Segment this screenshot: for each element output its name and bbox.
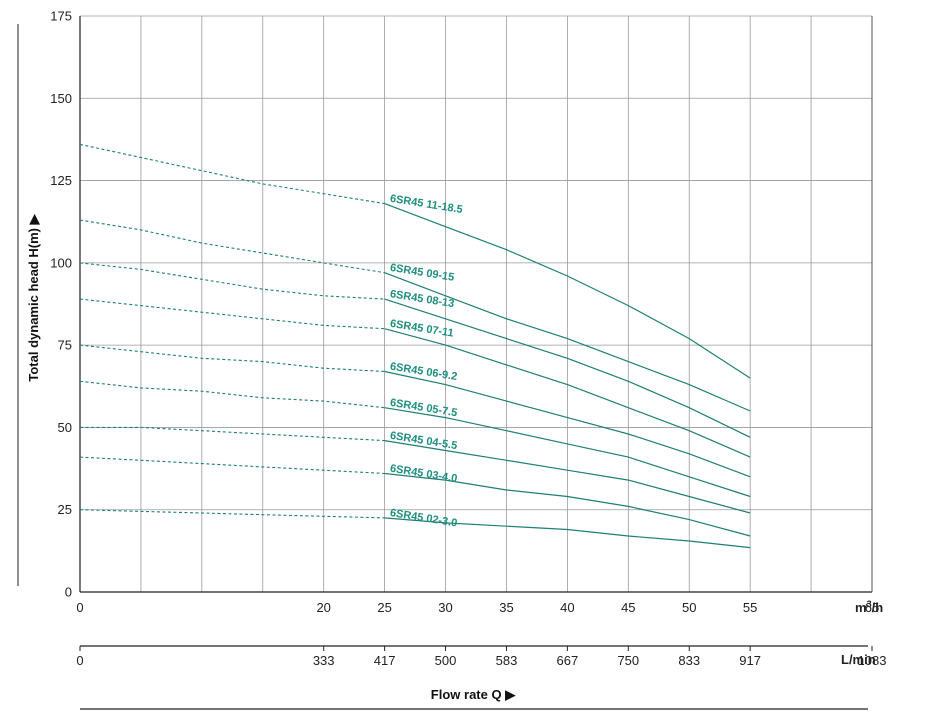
curves — [79, 143, 751, 549]
x-tick-label: 35 — [499, 600, 513, 615]
series-curve — [384, 370, 751, 478]
y-tick-label: 100 — [50, 255, 72, 270]
x2-tick-label: 417 — [374, 653, 396, 668]
x-tick-label: 30 — [438, 600, 452, 615]
series-curve — [384, 440, 751, 514]
x2-tick-label: 917 — [739, 653, 761, 668]
y-tick-label: 25 — [58, 502, 72, 517]
series-curve-dashed — [79, 219, 385, 274]
y-tick-label: 175 — [50, 9, 72, 24]
y-tick-label: 50 — [58, 420, 72, 435]
x-axis-ticks-primary: 0 20 25 30 35 40 45 50 55 65 — [76, 600, 879, 615]
x-axis-ticks-secondary: 0 333 417 500 583 667 750 833 917 1083 — [76, 646, 886, 668]
series-label: 6SR45 02-3.0 — [389, 507, 458, 529]
series-curve — [384, 298, 751, 438]
x-unit-secondary: L/min — [841, 652, 876, 667]
x-tick-label: 20 — [316, 600, 330, 615]
series-curve-dashed — [79, 344, 385, 373]
series-label: 6SR45 11-18.5 — [389, 193, 463, 216]
series-label: 6SR45 04-5.5 — [389, 430, 458, 452]
x2-tick-label: 667 — [557, 653, 579, 668]
x2-tick-label: 1083 — [858, 653, 887, 668]
series-curve — [384, 517, 751, 549]
x-tick-label: 65 — [865, 600, 879, 615]
series-curve-dashed — [79, 262, 385, 300]
x2-tick-label: 750 — [617, 653, 639, 668]
series-curve — [384, 328, 751, 458]
x-tick-label: 0 — [76, 600, 83, 615]
x-tick-label: 40 — [560, 600, 574, 615]
plot-border — [17, 16, 873, 710]
grid — [80, 15, 872, 592]
y-tick-label: 0 — [65, 585, 72, 600]
series-curve-dashed — [79, 456, 385, 475]
x-tick-label: 45 — [621, 600, 635, 615]
series-curve-dashed — [80, 426, 385, 442]
series-label: 6SR45 03-4.0 — [389, 463, 458, 485]
series-curve — [384, 272, 751, 412]
x2-tick-label: 833 — [678, 653, 700, 668]
x2-tick-label: 500 — [435, 653, 457, 668]
y-tick-label: 125 — [50, 173, 72, 188]
x-tick-label: 50 — [682, 600, 696, 615]
x-axis-title: Flow rate Q ▶ — [431, 687, 516, 702]
series-label: 6SR45 05-7.5 — [389, 397, 458, 419]
series-curve-dashed — [79, 143, 385, 205]
series-curve-dashed — [79, 380, 385, 409]
y-tick-label: 150 — [50, 91, 72, 106]
x2-tick-label: 0 — [76, 653, 83, 668]
series-curve-dashed — [79, 298, 385, 330]
x-unit-primary: m3/h — [855, 599, 883, 615]
y-axis-ticks: 0 25 50 75 100 125 150 175 — [50, 9, 72, 600]
x-tick-label: 55 — [743, 600, 757, 615]
x-tick-label: 25 — [377, 600, 391, 615]
x2-tick-label: 333 — [313, 653, 335, 668]
series-curve-dashed — [79, 509, 385, 519]
series-curve — [384, 472, 751, 537]
series-curve — [384, 407, 751, 498]
series-curve — [384, 203, 751, 379]
y-tick-label: 75 — [58, 338, 72, 353]
y-axis-title: Total dynamic head H(m) ▶ — [26, 213, 41, 381]
x2-tick-label: 583 — [496, 653, 518, 668]
series-label: 6SR45 07-11 — [389, 318, 454, 340]
